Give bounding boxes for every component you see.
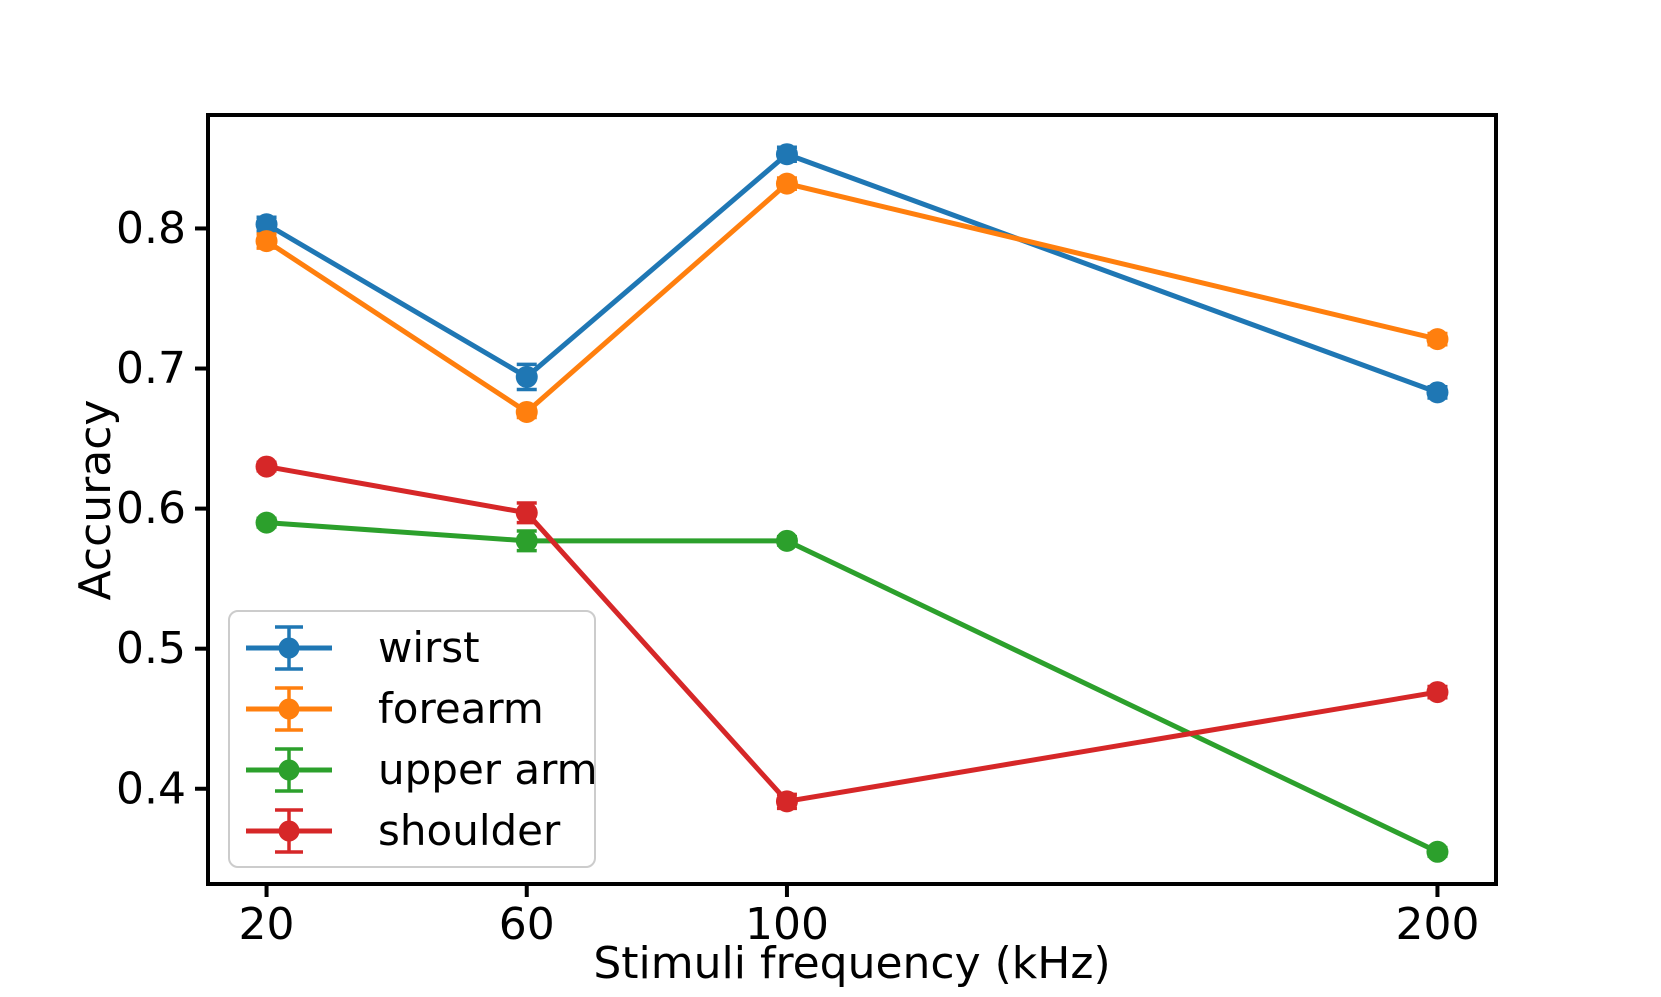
legend-item: shoulder xyxy=(244,800,594,861)
x-tick-label: 200 xyxy=(1395,899,1479,950)
x-tick-label: 100 xyxy=(745,899,829,950)
y-tick-label: 0.8 xyxy=(116,203,186,254)
y-axis-label: Accuracy xyxy=(70,399,121,601)
data-point-marker xyxy=(1426,381,1449,404)
data-point-marker xyxy=(775,172,798,195)
series-line-upper-arm xyxy=(266,520,1439,855)
y-tick-label: 0.6 xyxy=(116,483,186,534)
legend-item: upper arm xyxy=(244,739,598,800)
series-line-shoulder xyxy=(266,464,1438,805)
data-point-marker xyxy=(1426,681,1449,704)
data-point-marker xyxy=(515,529,538,552)
data-point-marker xyxy=(775,143,798,166)
data-point-marker xyxy=(255,455,278,478)
series-line-forearm xyxy=(265,180,1439,416)
data-point-marker xyxy=(255,511,278,534)
axes-frame xyxy=(206,113,1498,886)
data-point-marker xyxy=(515,400,538,423)
legend-item-label: upper arm xyxy=(378,744,598,794)
legend-item-label: wirst xyxy=(378,622,480,672)
errorbar-icon xyxy=(246,807,332,854)
data-point-marker xyxy=(255,213,278,236)
x-axis-label: Stimuli frequency (kHz) xyxy=(593,938,1111,989)
legend-item: forearm xyxy=(244,678,594,739)
x-tick-label: 20 xyxy=(239,899,295,950)
data-point-marker xyxy=(775,529,798,552)
y-tick-label: 0.7 xyxy=(116,343,186,394)
legend: wirst forearm xyxy=(228,610,598,868)
data-point-marker xyxy=(515,501,538,524)
legend-item: wirst xyxy=(244,617,594,678)
y-tick-label: 0.4 xyxy=(116,763,186,814)
data-point-marker xyxy=(775,790,798,813)
data-point-marker xyxy=(1426,328,1449,351)
data-point-marker xyxy=(1426,840,1449,863)
errorbar-icon xyxy=(246,685,332,732)
data-point-marker xyxy=(255,230,278,253)
errorbar-icon xyxy=(246,746,332,793)
legend-item-label: shoulder xyxy=(378,805,561,855)
data-point-marker xyxy=(515,365,538,388)
x-tick-label: 60 xyxy=(499,899,555,950)
errorbar-icon xyxy=(246,624,332,671)
series-line-wirst xyxy=(265,151,1439,395)
legend-item-label: forearm xyxy=(378,683,544,733)
y-tick-label: 0.5 xyxy=(116,623,186,674)
